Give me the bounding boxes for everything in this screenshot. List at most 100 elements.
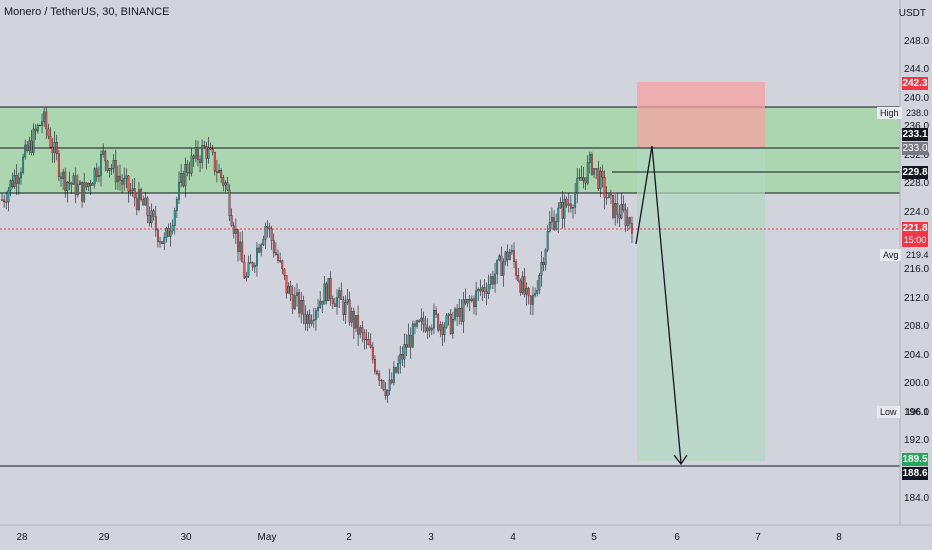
- candle-body: [382, 380, 385, 390]
- x-axis-label: 4: [510, 532, 516, 543]
- candle-body: [234, 229, 237, 234]
- candle-body: [123, 178, 126, 185]
- candle-body: [355, 315, 357, 329]
- candle-body: [340, 290, 343, 300]
- candle-body: [430, 327, 433, 331]
- y-axis-label: 204.0: [904, 350, 930, 361]
- candle-body: [628, 217, 631, 224]
- candle-body: [116, 175, 119, 183]
- candle-body: [266, 226, 269, 228]
- candle-body: [567, 203, 570, 206]
- candle-body: [363, 332, 366, 341]
- candle-body: [119, 175, 121, 181]
- y-axis-label: 196.0: [904, 407, 930, 418]
- candle-body: [357, 315, 360, 335]
- candle-body: [283, 268, 286, 276]
- candle-body: [165, 227, 168, 238]
- candle-body: [230, 215, 233, 226]
- candle-body: [91, 183, 94, 186]
- candle-body: [348, 299, 351, 323]
- y-axis-label: 248.0: [904, 36, 930, 47]
- candle-body: [308, 314, 311, 324]
- candle-body: [249, 262, 252, 264]
- candle-body: [262, 239, 265, 246]
- y-axis-label: 240.0: [904, 93, 930, 104]
- candle-body: [614, 203, 617, 218]
- candle-body: [125, 175, 128, 179]
- candle-body: [74, 175, 77, 196]
- candle-body: [312, 319, 315, 321]
- candle-body: [443, 326, 446, 335]
- y-axis-label: 212.0: [904, 293, 930, 304]
- candle-body: [344, 302, 347, 315]
- horizontal-lines: [0, 147, 900, 467]
- candle-body: [494, 273, 496, 285]
- candle-body: [624, 209, 627, 226]
- candle-body: [468, 298, 471, 302]
- candle-body: [243, 261, 246, 279]
- candle-body: [22, 156, 25, 173]
- short-position-tool[interactable]: [637, 82, 765, 461]
- candle-body: [131, 188, 134, 191]
- candle-body: [274, 252, 277, 255]
- candle-body: [211, 148, 214, 153]
- candle-body: [329, 277, 332, 299]
- candle-body: [378, 373, 381, 381]
- candle-body: [386, 390, 389, 396]
- candle-body: [171, 225, 174, 232]
- candle-body: [569, 203, 572, 209]
- candle-body: [258, 247, 261, 253]
- last-price-tag: 221.8: [902, 222, 928, 235]
- candle-body: [9, 180, 12, 191]
- candle-body: [224, 182, 227, 186]
- candle-body: [95, 168, 98, 178]
- candle-body: [411, 323, 414, 348]
- candle-body: [184, 164, 187, 187]
- candle-body: [603, 177, 606, 198]
- candle-body: [26, 144, 29, 151]
- candle-body: [428, 327, 431, 331]
- candle-body: [106, 160, 109, 171]
- candle-body: [15, 175, 18, 184]
- symbol-title[interactable]: Monero / TetherUS, 30, BINANCE: [4, 6, 170, 18]
- candle-body: [110, 168, 113, 170]
- candle-body: [260, 244, 263, 253]
- candle-body: [239, 241, 242, 252]
- candle-body: [304, 314, 307, 324]
- candle-body: [437, 314, 440, 331]
- candle-body: [272, 240, 275, 253]
- candle-body: [188, 172, 191, 174]
- candle-body: [506, 251, 509, 260]
- candle-body: [270, 228, 273, 241]
- candle-body: [395, 367, 397, 373]
- x-axis-label: 30: [180, 532, 192, 543]
- candle-body: [62, 171, 65, 179]
- candle-body: [414, 323, 416, 327]
- candle-body: [588, 154, 591, 163]
- candle-body: [215, 171, 218, 173]
- candle-body: [553, 217, 555, 230]
- candle-body: [255, 247, 258, 266]
- candle-body: [580, 177, 583, 181]
- candle-body: [36, 125, 39, 132]
- candle-body: [129, 190, 132, 192]
- candle-body: [510, 250, 513, 253]
- candle-body: [519, 280, 522, 293]
- y-axis-label: 216.0: [904, 264, 930, 275]
- candle-body: [557, 207, 560, 222]
- candle-body: [173, 210, 176, 226]
- candle-body: [612, 194, 614, 218]
- candle-body: [464, 299, 467, 304]
- candle-body: [572, 207, 574, 209]
- candle-body: [462, 299, 465, 322]
- candle-body: [508, 251, 511, 260]
- reward-area: [637, 148, 765, 461]
- candle-body: [390, 379, 393, 383]
- candle-body: [544, 249, 547, 266]
- candle-body: [197, 147, 199, 160]
- candle-body: [561, 202, 564, 219]
- candle-body: [24, 144, 27, 158]
- x-axis-label: 28: [16, 532, 28, 543]
- candle-body: [601, 170, 604, 178]
